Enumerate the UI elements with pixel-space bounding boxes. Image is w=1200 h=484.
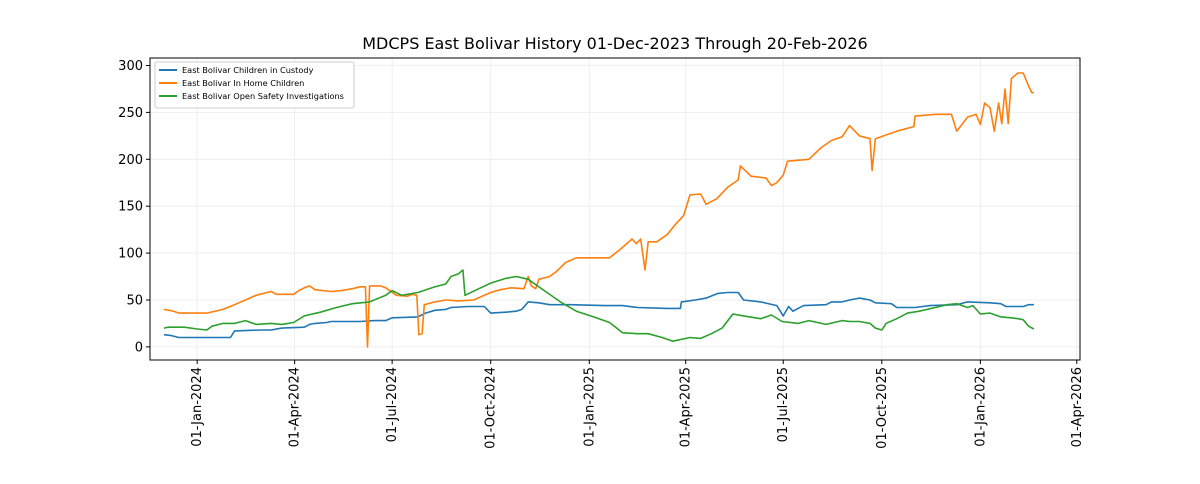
y-tick-label: 150 [118, 200, 143, 215]
legend-box [154, 61, 355, 109]
x-tick-label: 01-Apr-2026 [1070, 367, 1085, 447]
x-tick-label: 01-Oct-2025 [875, 367, 890, 449]
legend-label: East Bolivar Open Safety Investigations [182, 91, 344, 101]
y-tick-label: 100 [118, 247, 143, 262]
x-tick-label: 01-Jul-2025 [776, 367, 791, 442]
x-tick-label: 01-Jan-2026 [973, 367, 988, 447]
series-line-3 [163, 269, 1035, 342]
x-tick-label: 01-Jan-2024 [190, 367, 205, 447]
plot-frame [149, 57, 1081, 361]
y-tick-label: 0 [135, 340, 143, 355]
legend-label: East Bolivar In Home Children [182, 78, 304, 88]
y-tick-label: 50 [126, 293, 143, 308]
x-tick-label: 01-Apr-2024 [288, 367, 303, 447]
y-axis: 0 50 100 150 200 250 300 [118, 59, 150, 355]
series-line-1 [163, 291, 1034, 339]
chart-title: MDCPS East Bolivar History 01-Dec-2023 T… [362, 34, 867, 53]
legend: East Bolivar Children in Custody East Bol… [154, 61, 355, 109]
y-tick-label: 250 [118, 106, 143, 121]
series-line-2 [163, 72, 1034, 348]
x-axis: 01-Jan-2024 01-Apr-2024 01-Jul-2024 01-Oct-… [190, 360, 1085, 449]
y-tick-label: 300 [118, 59, 143, 74]
legend-label: East Bolivar Children in Custody [182, 65, 314, 75]
x-tick-label: 01-Oct-2024 [484, 367, 499, 449]
x-tick-label: 01-Jan-2025 [582, 367, 597, 447]
y-tick-label: 200 [118, 153, 143, 168]
x-tick-label: 01-Apr-2025 [679, 367, 694, 447]
x-tick-label: 01-Jul-2024 [385, 367, 400, 442]
series-lines [163, 72, 1035, 348]
